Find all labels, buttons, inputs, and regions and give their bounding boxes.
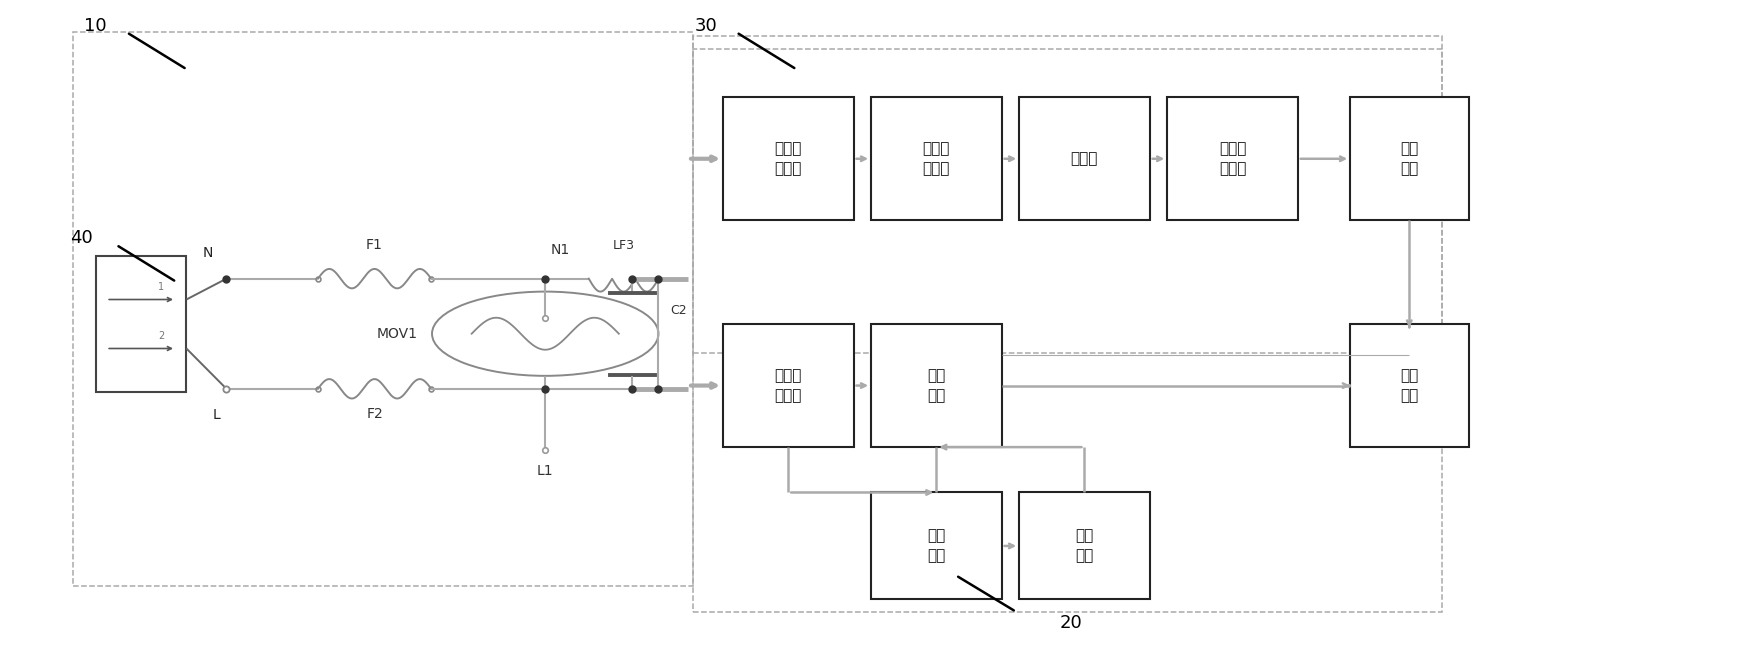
Bar (96, 256, 186, 392)
Text: 40: 40 (70, 229, 92, 248)
Text: 变压器: 变压器 (1071, 151, 1097, 167)
FancyBboxPatch shape (871, 492, 1002, 599)
FancyBboxPatch shape (871, 324, 1002, 447)
Text: 加热
负载: 加热 负载 (1401, 368, 1418, 403)
Text: N: N (202, 246, 213, 260)
FancyBboxPatch shape (871, 97, 1002, 220)
Text: N1: N1 (550, 243, 570, 257)
Text: 控制
电路: 控制 电路 (1075, 529, 1094, 563)
FancyBboxPatch shape (1019, 492, 1150, 599)
Text: C2: C2 (671, 305, 688, 318)
Text: 第二整
流电路: 第二整 流电路 (775, 368, 801, 403)
Text: F1: F1 (366, 238, 383, 253)
FancyBboxPatch shape (1350, 97, 1469, 220)
FancyBboxPatch shape (723, 324, 854, 447)
Text: L1: L1 (537, 464, 554, 478)
Text: 10: 10 (84, 17, 106, 35)
Text: 输出滤
波电路: 输出滤 波电路 (1219, 141, 1246, 176)
FancyBboxPatch shape (1350, 324, 1469, 447)
Text: 稳压
电源: 稳压 电源 (927, 529, 946, 563)
Text: 功率
驱动: 功率 驱动 (927, 368, 946, 403)
Text: 第一整
流电路: 第一整 流电路 (775, 141, 801, 176)
Text: 输入滤
波电路: 输入滤 波电路 (923, 141, 949, 176)
FancyBboxPatch shape (1167, 97, 1298, 220)
Text: 20: 20 (1059, 614, 1082, 632)
Text: 30: 30 (695, 17, 718, 35)
Text: MOV1: MOV1 (376, 327, 418, 341)
Text: L: L (213, 408, 219, 422)
Text: LF3: LF3 (613, 240, 634, 253)
Text: 系统
负载: 系统 负载 (1401, 141, 1418, 176)
Text: F2: F2 (366, 407, 383, 421)
Text: 1: 1 (159, 282, 164, 292)
FancyBboxPatch shape (723, 97, 854, 220)
Text: 2: 2 (159, 330, 164, 341)
FancyBboxPatch shape (1019, 97, 1150, 220)
